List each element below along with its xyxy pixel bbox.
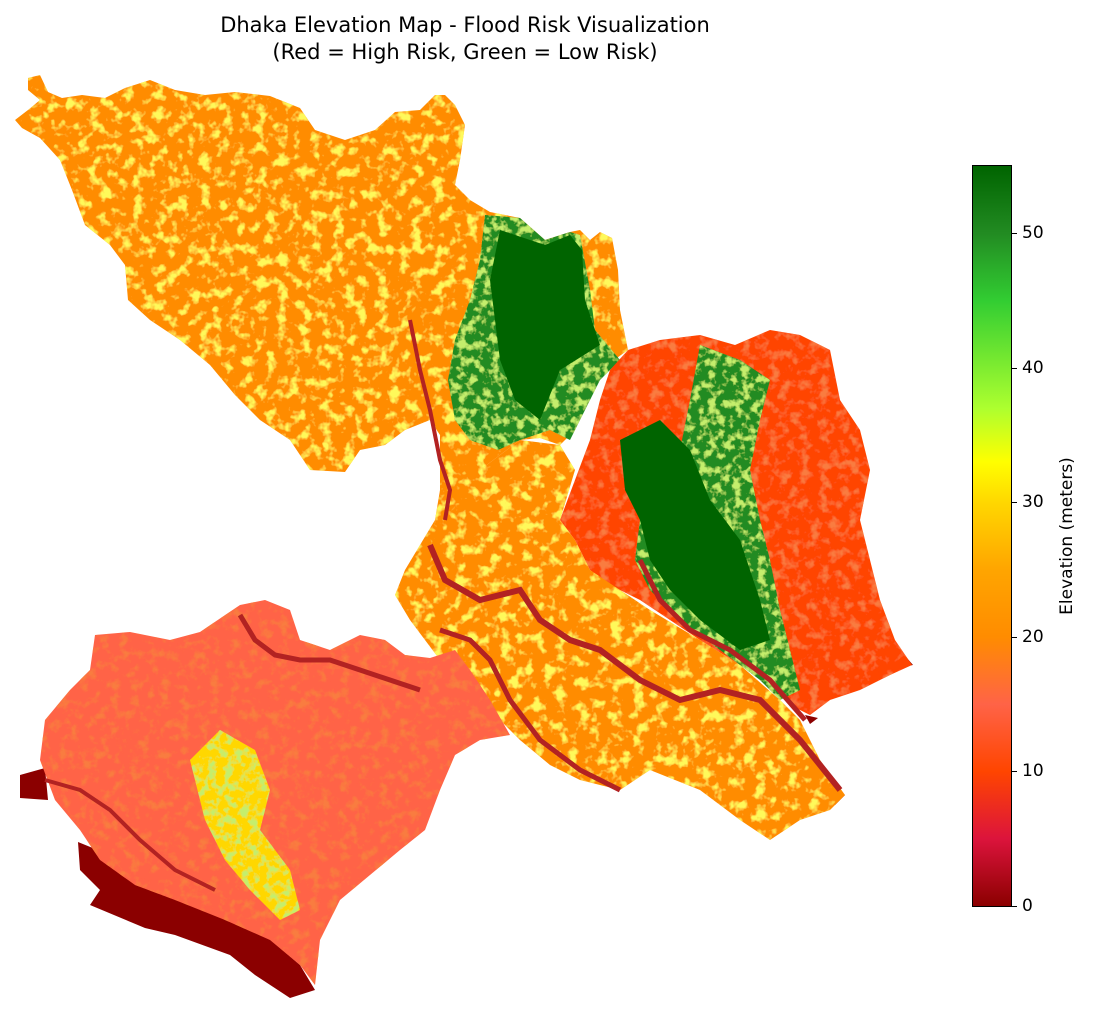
colorbar-tick-mark: [1011, 367, 1017, 369]
colorbar-gradient: [972, 165, 1012, 907]
colorbar-tick-label: 40: [1022, 357, 1044, 378]
water-southwest: [20, 768, 315, 998]
colorbar-tick-mark: [1011, 636, 1017, 638]
colorbar-tick-label: 50: [1022, 223, 1044, 244]
forest-east-peak: [620, 420, 770, 650]
colorbar-tick-label: 30: [1022, 492, 1044, 513]
colorbar-tick-mark: [1011, 233, 1017, 235]
elevation-map: [15, 75, 913, 998]
colorbar-tick-label: 10: [1022, 761, 1044, 782]
colorbar-axis-label: Elevation (meters): [1057, 457, 1077, 615]
forest-north-peak: [490, 230, 600, 420]
river-south: [439, 627, 622, 793]
colorbar-tick-mark: [1011, 771, 1017, 773]
river-southwest: [237, 613, 421, 693]
river-east: [637, 558, 807, 722]
region-central: [395, 435, 845, 840]
river-main: [427, 543, 843, 792]
title-line-1: Dhaka Elevation Map - Flood Risk Visuali…: [220, 13, 710, 37]
colorbar-tick-mark: [1011, 906, 1017, 907]
river-southwest-lower: [44, 778, 216, 892]
region-southwest: [40, 600, 510, 985]
colorbar-tick-mark: [1011, 502, 1017, 504]
colorbar-tick-label: 20: [1022, 626, 1044, 647]
chart-title: Dhaka Elevation Map - Flood Risk Visuali…: [0, 12, 930, 66]
colorbar: 0 10 20 30 40 50: [972, 165, 1044, 915]
river-central: [408, 319, 453, 521]
title-line-2: (Red = High Risk, Green = Low Risk): [272, 40, 658, 64]
colorbar-tick-label: 0: [1022, 896, 1033, 916]
upland-southwest: [190, 730, 300, 920]
